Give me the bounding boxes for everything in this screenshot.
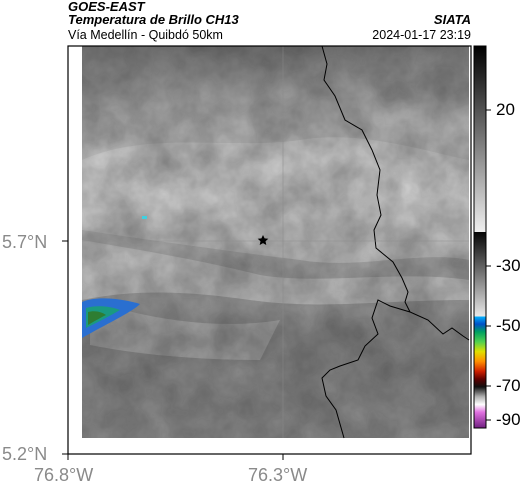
header-row-1: GOES-EAST [68, 0, 471, 14]
x-tick-label: 76.3°W [248, 465, 308, 485]
colorbar-label: -30 [496, 256, 521, 275]
map-frame [67, 45, 472, 455]
colorbar [473, 45, 491, 429]
region-label: Vía Medellín - Quibdó 50km [68, 28, 223, 42]
product-title: Temperatura de Brillo CH13 [68, 12, 239, 27]
satellite-image [82, 46, 469, 438]
satellite-title: GOES-EAST [68, 0, 145, 14]
y-tick-label: 5.2°N [2, 444, 48, 464]
colorbar-label: -70 [496, 376, 521, 395]
colorbar-label: 20 [496, 100, 515, 119]
x-tick-label: 76.8°W [34, 465, 94, 485]
agency-label: SIATA [433, 12, 471, 27]
header-row-3: Vía Medellín - Quibdó 50km 2024-01-17 23… [68, 28, 471, 43]
graticule [82, 46, 469, 438]
datetime-label: 2024-01-17 23:19 [372, 28, 471, 42]
colorbar-label: -50 [496, 316, 521, 335]
y-tick-label: 5.7°N [2, 232, 48, 252]
axis-ticks [62, 240, 284, 460]
colorbar-label: -90 [496, 410, 521, 429]
header-row-2: Temperatura de Brillo CH13 SIATA [68, 13, 471, 27]
coastline [321, 45, 470, 439]
star-icon [257, 235, 269, 245]
